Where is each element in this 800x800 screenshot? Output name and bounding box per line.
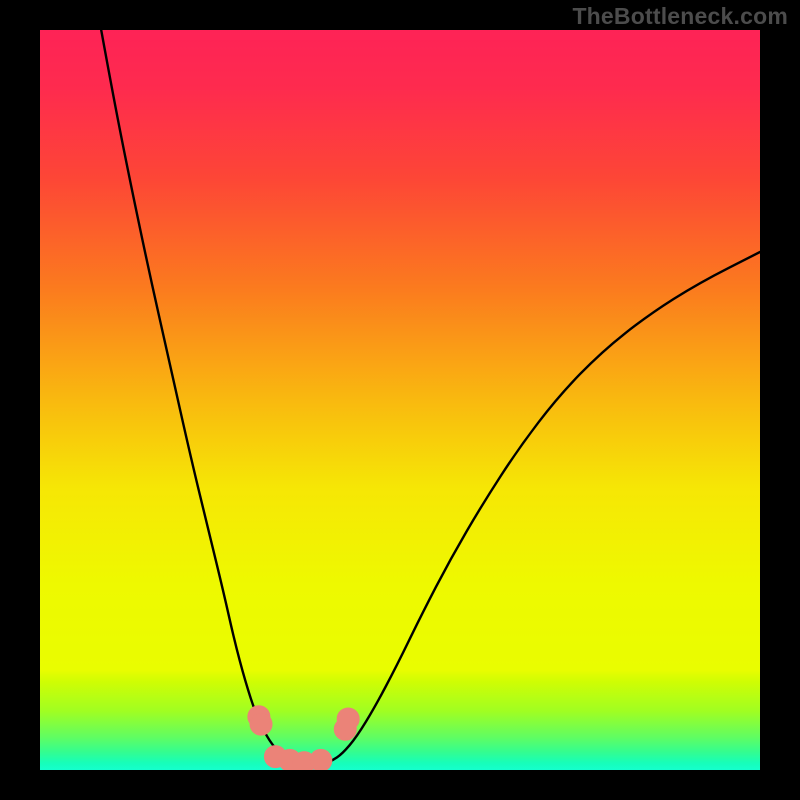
- chart-plot-area: [40, 30, 760, 770]
- watermark-text: TheBottleneck.com: [572, 3, 788, 30]
- marker-point: [310, 749, 332, 770]
- chart-svg: [40, 30, 760, 770]
- marker-point: [337, 708, 359, 730]
- marker-point: [250, 713, 272, 735]
